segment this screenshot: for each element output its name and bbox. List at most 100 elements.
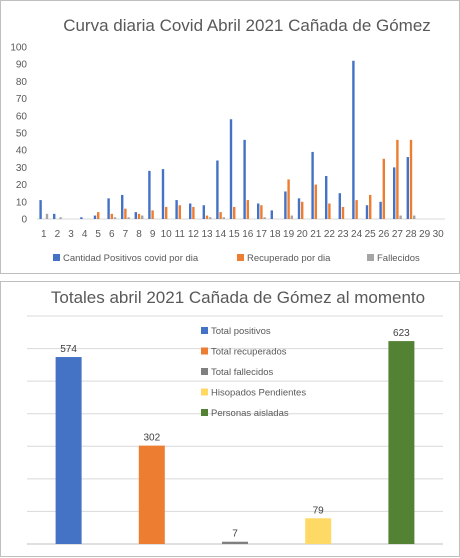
x-tick-label: 23	[337, 229, 349, 240]
x-tick-label: 9	[150, 229, 156, 240]
bar-positivos	[175, 200, 178, 219]
x-tick-label: 2	[55, 229, 61, 240]
legend-label: Fallecidos	[377, 253, 420, 264]
bar-recuperados	[301, 201, 304, 219]
daily-chart: Curva diaria Covid Abril 2021 Cañada de …	[10, 16, 445, 264]
bar-positivos	[202, 205, 205, 219]
bar-positivos	[393, 167, 396, 219]
bar-positivos	[39, 200, 42, 219]
y-tick-label: 100	[10, 43, 27, 54]
y-tick-label: 90	[16, 60, 28, 71]
bar-recuperados	[246, 200, 249, 219]
legend-label: Personas aisladas	[211, 408, 289, 419]
x-tick-label: 11	[175, 229, 186, 240]
data-label: 574	[60, 344, 77, 355]
bar-positivos	[311, 151, 314, 219]
bar-positivos	[121, 194, 124, 219]
bar-recuperados	[192, 206, 195, 219]
x-tick-label: 27	[392, 229, 404, 240]
bar-positivos	[325, 176, 328, 219]
bar-fallecidos	[399, 215, 402, 219]
legend-swatch	[201, 327, 208, 334]
bar-recuperados	[287, 179, 290, 219]
y-tick-label: 50	[16, 129, 28, 140]
bar-positivos	[365, 205, 369, 219]
x-tick-label: 8	[136, 229, 142, 240]
legend-swatch	[53, 254, 60, 261]
legend-label: Total recuperados	[211, 347, 287, 358]
bar-positivos	[406, 157, 409, 219]
x-tick-label: 7	[123, 229, 129, 240]
bar-total	[138, 445, 165, 544]
bar-total	[305, 518, 332, 544]
x-tick-label: 18	[269, 229, 281, 240]
x-tick-label: 13	[201, 229, 213, 240]
data-label: 79	[313, 505, 325, 516]
x-tick-label: 20	[297, 229, 309, 240]
y-tick-label: 60	[16, 111, 28, 122]
bar-positivos	[352, 60, 355, 220]
x-tick-label: 14	[215, 229, 227, 240]
legend-swatch	[201, 368, 208, 375]
bar-recuperados	[314, 184, 317, 219]
daily-chart-panel: Curva diaria Covid Abril 2021 Cañada de …	[0, 0, 460, 274]
bar-positivos	[297, 198, 301, 219]
bar-fallecidos	[290, 215, 293, 219]
bar-recuperados	[328, 203, 331, 219]
bar-positivos	[229, 119, 233, 219]
bar-recuperados	[369, 194, 372, 219]
bar-fallecidos	[45, 213, 49, 219]
x-tick-label: 24	[351, 229, 363, 240]
bar-recuperados	[124, 208, 127, 219]
bar-positivos	[189, 203, 192, 219]
bar-positivos	[80, 217, 83, 219]
bar-recuperados	[151, 210, 154, 219]
legend-label: Cantidad Positivos covid por dia	[63, 253, 199, 264]
bar-positivos	[257, 203, 260, 219]
bar-recuperados	[219, 212, 222, 219]
x-tick-label: 4	[82, 229, 88, 240]
bar-recuperados	[97, 212, 100, 219]
data-label: 7	[232, 529, 238, 540]
bar-fallecidos	[209, 217, 212, 219]
x-tick-label: 16	[242, 229, 254, 240]
x-tick-label: 26	[378, 229, 390, 240]
bar-recuperados	[341, 206, 345, 219]
legend-label: Hisopados Pendientes	[211, 388, 306, 399]
bar-recuperados	[137, 213, 141, 219]
bar-fallecidos	[413, 215, 416, 219]
bar-positivos	[379, 201, 382, 219]
legend-swatch	[367, 254, 374, 261]
bar-positivos	[93, 215, 97, 219]
bar-total	[222, 541, 248, 544]
x-tick-label: 29	[419, 229, 431, 240]
legend-swatch	[201, 347, 208, 355]
x-tick-label: 22	[324, 229, 336, 240]
bar-recuperados	[409, 139, 413, 219]
bar-recuperados	[260, 205, 263, 219]
bar-recuperados	[382, 158, 385, 219]
bar-recuperados	[396, 139, 399, 219]
data-label: 302	[143, 433, 160, 444]
x-tick-label: 3	[68, 229, 74, 240]
bar-fallecidos	[263, 217, 266, 219]
legend-label: Total fallecidos	[211, 367, 274, 378]
bar-fallecidos	[141, 215, 144, 219]
y-tick-label: 80	[16, 77, 28, 88]
y-tick-label: 30	[16, 163, 28, 174]
totals-chart-title: Totales abril 2021 Cañada de Gómez al mo…	[51, 288, 425, 307]
bar-positivos	[148, 170, 151, 219]
bar-positivos	[338, 193, 341, 219]
y-tick-label: 70	[16, 94, 28, 105]
bar-fallecidos	[222, 217, 225, 219]
bar-positivos	[134, 212, 137, 219]
bar-positivos	[270, 210, 273, 219]
bar-positivos	[161, 169, 165, 219]
x-tick-label: 1	[41, 229, 47, 240]
bar-total	[55, 357, 82, 544]
x-tick-label: 6	[109, 229, 115, 240]
bar-positivos	[284, 191, 287, 219]
bar-recuperados	[355, 200, 358, 219]
x-tick-label: 10	[161, 229, 173, 240]
y-tick-label: 20	[16, 180, 28, 191]
